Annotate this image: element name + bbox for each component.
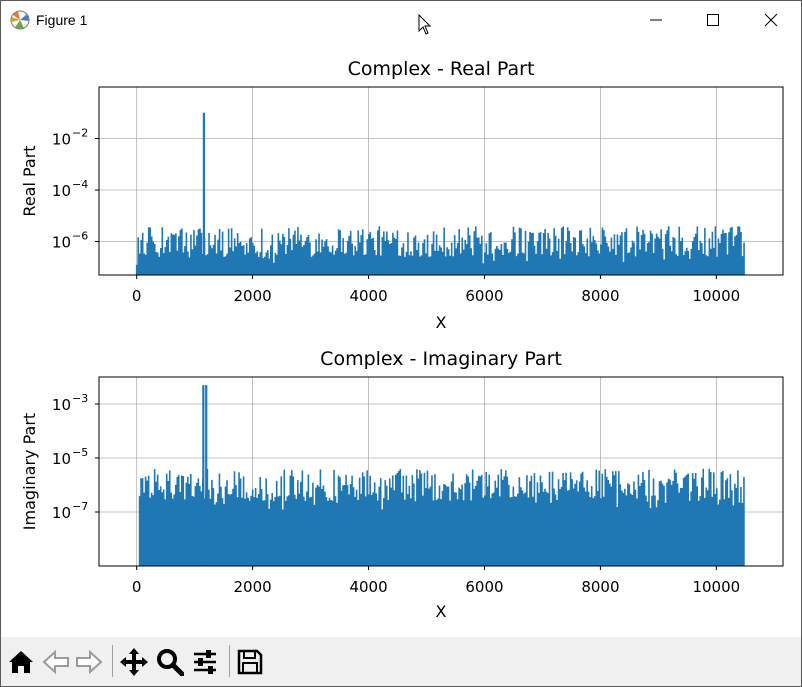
y-axis-label: Real Part (20, 145, 39, 216)
y-tick-label: 10 (52, 182, 71, 200)
x-tick-label: 6000 (465, 578, 503, 596)
y-tick-exponent: −5 (72, 446, 88, 459)
pan-button[interactable] (119, 647, 149, 677)
save-button[interactable] (235, 647, 265, 677)
navigation-toolbar (1, 637, 801, 686)
home-icon (9, 651, 33, 673)
y-axis-label: Imaginary Part (20, 413, 39, 530)
close-icon (764, 13, 778, 27)
minimize-icon (650, 19, 662, 21)
x-tick-label: 0 (132, 287, 142, 305)
back-button[interactable] (41, 647, 71, 677)
title-bar[interactable]: Figure 1 (1, 1, 801, 39)
x-tick-label: 8000 (581, 287, 619, 305)
x-tick-label: 6000 (465, 287, 503, 305)
x-axis-label: X (436, 602, 447, 621)
x-tick-label: 0 (132, 578, 142, 596)
chart-title: Complex - Imaginary Part (320, 348, 562, 370)
zoom-icon (157, 649, 184, 676)
back-icon (42, 649, 69, 675)
x-tick-label: 10000 (692, 287, 740, 305)
forward-button[interactable] (74, 647, 104, 677)
home-button[interactable] (6, 647, 36, 677)
y-tick-exponent: −6 (72, 229, 88, 242)
y-tick-label: 10 (52, 450, 71, 468)
axes-frame (98, 376, 784, 567)
window-title: Figure 1 (36, 12, 88, 28)
series-line (135, 226, 745, 275)
y-tick-exponent: −2 (72, 126, 88, 139)
x-tick-label: 4000 (349, 578, 387, 596)
x-tick-label: 2000 (234, 287, 272, 305)
y-tick-label: 10 (52, 396, 71, 414)
y-tick-exponent: −3 (72, 392, 88, 405)
matplotlib-icon (10, 10, 30, 30)
minimize-button[interactable] (627, 1, 685, 39)
pan-icon (120, 648, 148, 676)
y-tick-label: 10 (52, 233, 71, 251)
mouse-cursor (418, 14, 432, 35)
maximize-icon (707, 14, 719, 26)
y-tick-label: 10 (52, 130, 71, 148)
configure-subplots-icon (194, 650, 216, 674)
x-tick-label: 10000 (692, 578, 740, 596)
axes-frame (98, 86, 784, 276)
x-tick-label: 2000 (234, 578, 272, 596)
save-icon (237, 649, 263, 675)
y-tick-label: 10 (52, 504, 71, 522)
zoom-button[interactable] (155, 647, 185, 677)
x-axis-label: X (436, 313, 447, 332)
maximize-button[interactable] (684, 1, 742, 39)
series-line (138, 468, 745, 566)
configure-subplots-button[interactable] (190, 647, 220, 677)
chart-title: Complex - Real Part (348, 58, 535, 80)
forward-icon (76, 649, 103, 675)
y-tick-exponent: −7 (72, 500, 88, 513)
toolbar-separator (229, 645, 230, 677)
close-button[interactable] (742, 1, 800, 39)
x-tick-label: 4000 (349, 287, 387, 305)
x-tick-label: 8000 (581, 578, 619, 596)
y-tick-exponent: −4 (72, 178, 88, 191)
toolbar-separator (112, 645, 113, 677)
figure-canvas[interactable]: 0 2000 4000 6000 8000 10000 10 −6 10 −4 10 −2 Comple… (1, 39, 801, 637)
